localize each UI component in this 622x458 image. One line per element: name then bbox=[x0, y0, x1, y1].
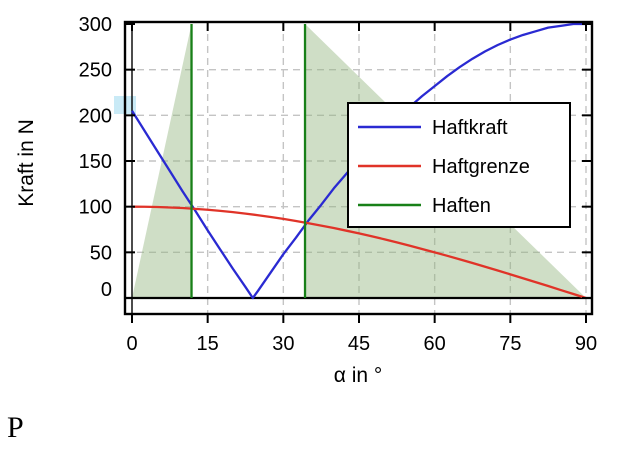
stray-letter: P bbox=[7, 411, 24, 444]
x-tick-label: 0 bbox=[126, 333, 137, 355]
x-tick-label: 60 bbox=[424, 333, 446, 355]
y-tick-label: 200 bbox=[79, 105, 112, 127]
legend-label-haftkraft: Haftkraft bbox=[432, 117, 508, 139]
legend-label-haftgrenze: Haftgrenze bbox=[432, 156, 530, 178]
y-axis-title: Kraft in N bbox=[15, 119, 38, 207]
y-tick-label: 100 bbox=[79, 197, 112, 219]
x-tick-label: 45 bbox=[348, 333, 370, 355]
y-tick-labels: 0 50 100 150 200 250 300 bbox=[79, 14, 112, 301]
y-tick-label: 250 bbox=[79, 60, 112, 82]
y-tick-label: 150 bbox=[79, 151, 112, 173]
y-tick-label: 0 bbox=[101, 279, 112, 301]
haften-region bbox=[132, 24, 192, 298]
x-tick-label: 75 bbox=[499, 333, 521, 355]
legend: Haftkraft Haftgrenze Haften bbox=[347, 102, 571, 228]
x-axis-title: α in ° bbox=[334, 364, 383, 387]
haften-shaded-regions bbox=[132, 24, 586, 298]
x-tick-label: 15 bbox=[197, 333, 219, 355]
x-tick-label: 30 bbox=[272, 333, 294, 355]
axis-ticks bbox=[125, 22, 592, 323]
y-tick-label: 50 bbox=[90, 242, 112, 264]
legend-label-haften: Haften bbox=[432, 195, 491, 217]
y-tick-label: 300 bbox=[79, 14, 112, 36]
x-tick-label: 90 bbox=[575, 333, 597, 355]
series-haftgrenze-curve bbox=[131, 205, 587, 300]
x-tick-labels: 0 15 30 45 60 75 90 bbox=[126, 333, 597, 355]
haften-region bbox=[305, 24, 586, 298]
